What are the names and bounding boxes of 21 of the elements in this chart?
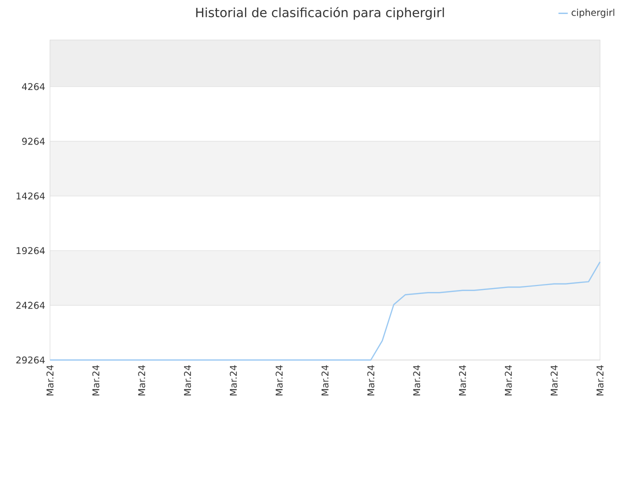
x-tick-label: Mar.24 [276,365,283,396]
x-tick-label: Mar.24 [596,365,604,396]
legend-label: ciphergirl [572,8,614,18]
y-tick-label: 29264 [16,356,45,364]
y-tick-label: 24264 [16,302,45,309]
x-tick-label: Mar.24 [321,365,329,396]
x-tick-label: Mar.24 [458,365,466,396]
x-tick-label: Mar.24 [46,365,54,396]
y-tick-label: 14264 [16,192,45,200]
y-tick-label: 9264 [22,138,45,145]
x-tick-label: Mar.24 [413,365,420,396]
x-tick-label: Mar.24 [550,365,558,396]
x-tick-label: Mar.24 [504,365,512,396]
y-tick-label: 19264 [16,247,45,254]
chart-title: Historial de clasificación para ciphergirl [196,6,444,20]
y-tick-label: 4264 [22,83,45,90]
x-tick-label: Mar.24 [230,365,237,396]
x-tick-label: Mar.24 [92,365,100,396]
x-tick-label: Mar.24 [184,365,192,396]
x-tick-label: Mar.24 [367,365,374,396]
x-tick-label: Mar.24 [138,365,146,396]
